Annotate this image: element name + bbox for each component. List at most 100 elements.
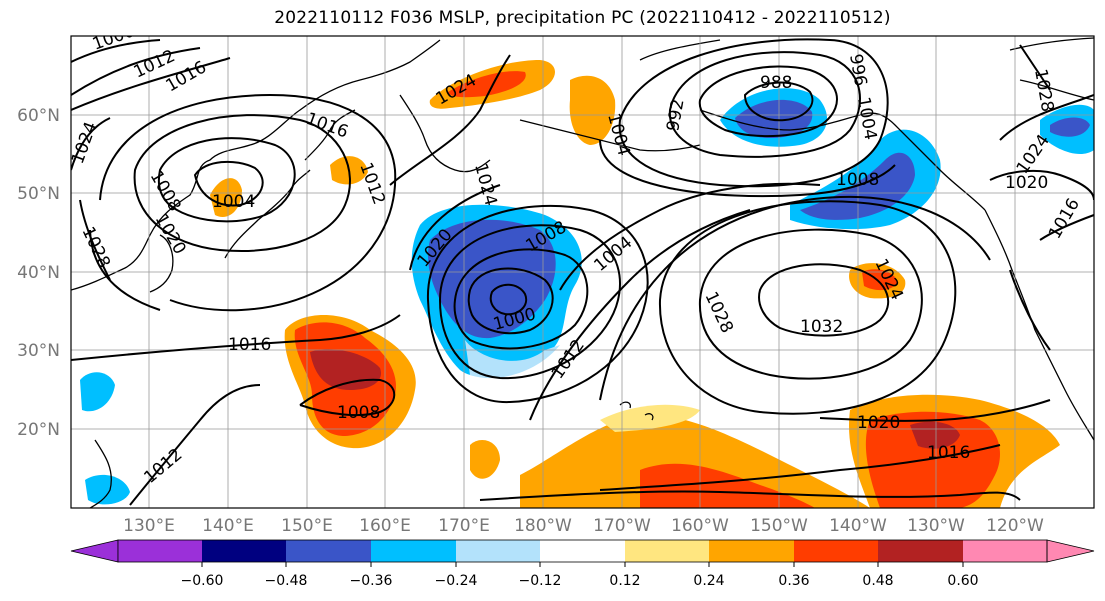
- isobar-ne-1028: [1019, 44, 1051, 91]
- colorbar-segment: [118, 540, 202, 562]
- colorbar-tick-label: 0.36: [778, 573, 809, 589]
- isobar-cpl-1008: [453, 248, 589, 350]
- colorbar-tick-label: 0.48: [862, 573, 893, 589]
- isobar-eph-1028: [698, 228, 923, 380]
- precip-pos-bering2: [569, 75, 616, 145]
- precip-neg-ne-strong: [1050, 117, 1090, 137]
- isobar-ak-992: [698, 65, 838, 138]
- colorbar-segment: [371, 540, 456, 562]
- precip-neg-sw: [85, 474, 130, 505]
- lon-label: 150°W: [750, 516, 808, 536]
- svg-text:1032: 1032: [800, 317, 843, 337]
- isobar-1004-c: [559, 182, 821, 291]
- colorbar-segment: [794, 540, 878, 562]
- isobar-eph-1020: [599, 195, 991, 401]
- philippines: [89, 439, 112, 508]
- isobar-eph-1024: [658, 200, 957, 415]
- lon-label: 130°W: [907, 516, 965, 536]
- isobar-1008-s: [299, 378, 396, 417]
- colorbar-tick-label: 0.24: [693, 573, 724, 589]
- isobar-ne-1024: [999, 94, 1094, 141]
- latitude-labels: 60°N 50°N 40°N 30°N 20°N: [17, 106, 60, 440]
- isobar-cpl-1016: [426, 204, 649, 404]
- isobar-eph-1032: [758, 263, 890, 337]
- asia-coast: [71, 39, 441, 291]
- isobar-1028-w: [79, 199, 111, 281]
- isobar-ne-1012: [1009, 269, 1051, 351]
- precip-neg-west: [80, 372, 115, 412]
- precip-neg-central-weak: [465, 340, 560, 379]
- isobar-1012-sw: [129, 384, 261, 506]
- colorbar-tick-label: 0.60: [947, 573, 978, 589]
- na-west-coast: [984, 209, 1094, 441]
- isobar-low-w-1012: [133, 114, 351, 252]
- lat-label: 50°N: [17, 184, 60, 204]
- lat-label: 30°N: [17, 341, 60, 361]
- isobar-1016-w: [99, 93, 397, 312]
- isobar-1012-nw: [71, 47, 201, 96]
- svg-text:1016: 1016: [927, 443, 970, 463]
- precip-pos-east-red: [865, 411, 1000, 508]
- isobar-1016-s: [71, 314, 401, 361]
- isobar-1000: [71, 39, 161, 63]
- colorbar-max-extend: [1046, 539, 1095, 563]
- isobar-cpl-1020: [409, 184, 501, 271]
- korea-coast: [149, 234, 174, 293]
- coastlines: [71, 37, 1094, 508]
- precip-pos-tropical-west: [470, 440, 500, 479]
- svg-text:988: 988: [760, 73, 792, 93]
- colorbar-min-extend: [70, 539, 119, 563]
- precip-shading: [80, 60, 1094, 508]
- colorbar-tick-label: 0.12: [609, 573, 640, 589]
- colorbar-tick-label: −0.48: [265, 573, 308, 589]
- lat-label: 40°N: [17, 263, 60, 283]
- lon-label: 180°W: [514, 516, 572, 536]
- lat-label: 20°N: [17, 420, 60, 440]
- precip-pos-tropical-red: [640, 463, 815, 508]
- svg-text:1008: 1008: [337, 403, 380, 423]
- lon-label: 150°E: [281, 516, 333, 536]
- isobar-1024-w: [71, 117, 111, 171]
- colorbar-segment: [202, 540, 286, 562]
- colorbar-segment: [456, 540, 540, 562]
- alaska-coast: [639, 39, 986, 211]
- colorbar-tick-label: −0.60: [181, 573, 224, 589]
- japan-coast: [224, 109, 356, 259]
- colorbar: −0.60 −0.48 −0.36 −0.24 −0.12 0.12 0.24 …: [70, 539, 1095, 589]
- isobar-1012-c: [529, 209, 751, 421]
- map-frame: [70, 35, 1095, 509]
- colorbar-ticks: [201, 562, 964, 567]
- isobar-low-w-1008: [157, 137, 296, 223]
- isobar-1020-w: [89, 229, 161, 311]
- longitude-labels: 130°E 140°E 150°E 160°E 170°E 180°W 170°…: [123, 516, 1044, 536]
- isobars: [71, 38, 1094, 506]
- isobar-1016-nw: [71, 57, 231, 111]
- isobar-ak-1004: [618, 38, 889, 188]
- svg-text:1016: 1016: [228, 335, 271, 355]
- isobar-1024-c: [389, 54, 511, 186]
- colorbar-segment: [709, 540, 794, 562]
- colorbar-tick-label: −0.24: [435, 573, 478, 589]
- map-title: 2022110112 F036 MSLP, precipitation PC (…: [274, 8, 891, 28]
- lon-label: 170°E: [438, 516, 490, 536]
- isobar-ne-1020: [989, 169, 1094, 201]
- colorbar-segment: [540, 540, 625, 562]
- isobar-ne-1016: [1039, 214, 1094, 241]
- isobar-ak-996: [668, 51, 861, 158]
- lon-label: 170°W: [593, 516, 651, 536]
- isobar-1016-se: [599, 444, 1001, 491]
- precip-pos-japan: [210, 178, 242, 218]
- aleutians: [519, 119, 701, 152]
- isobar-1020-se: [819, 399, 1051, 422]
- isobar-1012-se: [479, 490, 1021, 501]
- isobar-cpl-1004: [467, 267, 554, 335]
- isobar-ak-1008: [599, 139, 896, 198]
- kamchatka-coast: [399, 94, 491, 173]
- svg-text:1008: 1008: [836, 170, 879, 190]
- colorbar-segment: [963, 540, 1047, 562]
- na-interior: [1009, 37, 1094, 101]
- lat-label: 60°N: [17, 106, 60, 126]
- colorbar-segment: [625, 540, 709, 562]
- isobar-cpl-1000: [489, 283, 528, 316]
